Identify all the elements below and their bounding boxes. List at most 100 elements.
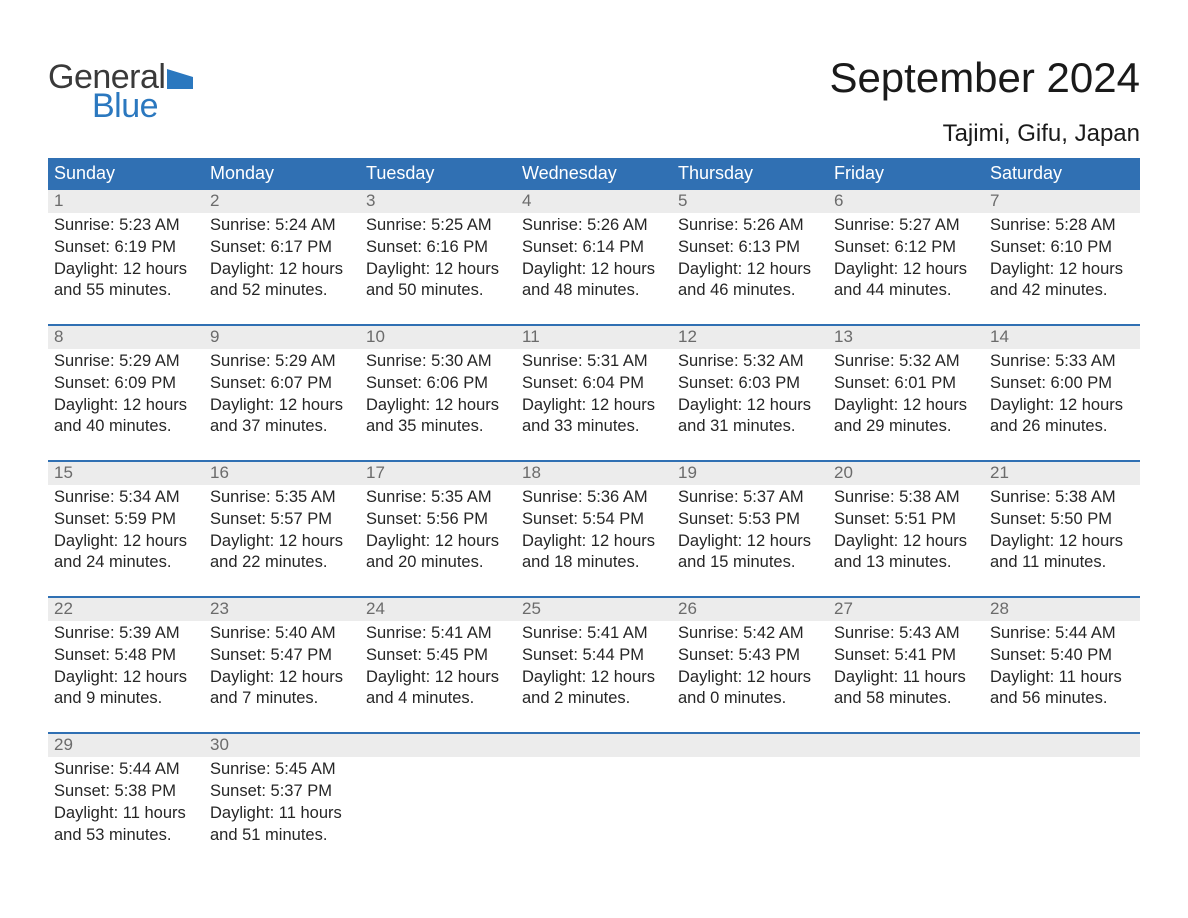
day-number: 5 — [678, 191, 687, 210]
daylight-line-1: Daylight: 12 hours — [522, 667, 666, 689]
day-number: 16 — [210, 463, 229, 482]
location: Tajimi, Gifu, Japan — [829, 120, 1140, 148]
day-number-row: 2 — [204, 190, 360, 213]
weekday-friday: Friday — [828, 158, 984, 190]
day-number-row: 15 — [48, 460, 204, 485]
day-body: Sunrise: 5:41 AMSunset: 5:44 PMDaylight:… — [516, 621, 672, 714]
day-cell: 9Sunrise: 5:29 AMSunset: 6:07 PMDaylight… — [204, 324, 360, 442]
daylight-line-2: and 18 minutes. — [522, 552, 666, 574]
day-body: Sunrise: 5:42 AMSunset: 5:43 PMDaylight:… — [672, 621, 828, 714]
sunset-line: Sunset: 6:03 PM — [678, 373, 822, 395]
daylight-line-2: and 33 minutes. — [522, 416, 666, 438]
day-body: Sunrise: 5:35 AMSunset: 5:57 PMDaylight:… — [204, 485, 360, 578]
day-cell: 12Sunrise: 5:32 AMSunset: 6:03 PMDayligh… — [672, 324, 828, 442]
day-cell: 16 Sunrise: 5:35 AMSunset: 5:57 PMDayligh… — [204, 460, 360, 578]
daylight-line-2: and 9 minutes. — [54, 688, 198, 710]
sunset-line: Sunset: 6:17 PM — [210, 237, 354, 259]
day-number-row: 9 — [204, 324, 360, 349]
sunrise-line: Sunrise: 5:39 AM — [54, 623, 198, 645]
daylight-line-2: and 44 minutes. — [834, 280, 978, 302]
daylight-line-2: and 15 minutes. — [678, 552, 822, 574]
day-cell: 7Sunrise: 5:28 AMSunset: 6:10 PMDaylight… — [984, 190, 1140, 306]
day-body: Sunrise: 5:30 AMSunset: 6:06 PMDaylight:… — [360, 349, 516, 442]
day-body: Sunrise: 5:39 AMSunset: 5:48 PMDaylight:… — [48, 621, 204, 714]
day-cell: 18Sunrise: 5:36 AMSunset: 5:54 PMDayligh… — [516, 460, 672, 578]
day-number — [678, 735, 683, 754]
day-cell: 3Sunrise: 5:25 AMSunset: 6:16 PMDaylight… — [360, 190, 516, 306]
daylight-line-2: and 53 minutes. — [54, 825, 198, 847]
day-cell-empty — [672, 732, 828, 850]
flag-icon — [167, 69, 193, 89]
day-body: Sunrise: 5:41 AMSunset: 5:45 PMDaylight:… — [360, 621, 516, 714]
day-number: 17 — [366, 463, 385, 482]
daylight-line-2: and 52 minutes. — [210, 280, 354, 302]
day-number — [522, 735, 527, 754]
weekday-header-row: SundayMondayTuesdayWednesdayThursdayFrid… — [48, 158, 1140, 190]
day-cell: 17 Sunrise: 5:35 AMSunset: 5:56 PMDayligh… — [360, 460, 516, 578]
sunrise-line: Sunrise: 5:25 AM — [366, 215, 510, 237]
day-cell: 30Sunrise: 5:45 AMSunset: 5:37 PMDayligh… — [204, 732, 360, 850]
sunset-line: Sunset: 5:59 PM — [54, 509, 198, 531]
day-cell: 20Sunrise: 5:38 AMSunset: 5:51 PMDayligh… — [828, 460, 984, 578]
week-row: 8Sunrise: 5:29 AMSunset: 6:09 PMDaylight… — [48, 324, 1140, 442]
day-number: 18 — [522, 463, 541, 482]
day-number-row: 3 — [360, 190, 516, 213]
day-body: Sunrise: 5:35 AMSunset: 5:56 PMDaylight:… — [360, 485, 516, 578]
sunrise-line: Sunrise: 5:32 AM — [834, 351, 978, 373]
sunrise-line: Sunrise: 5:26 AM — [678, 215, 822, 237]
day-number-row: 6 — [828, 190, 984, 213]
sunrise-line: Sunrise: 5:24 AM — [210, 215, 354, 237]
day-number-row: 13 — [828, 324, 984, 349]
sunrise-line: Sunrise: 5:38 AM — [990, 487, 1134, 509]
day-cell: 19Sunrise: 5:37 AMSunset: 5:53 PMDayligh… — [672, 460, 828, 578]
day-body: Sunrise: 5:28 AMSunset: 6:10 PMDaylight:… — [984, 213, 1140, 306]
sunrise-line: Sunrise: 5:32 AM — [678, 351, 822, 373]
sunset-line: Sunset: 6:09 PM — [54, 373, 198, 395]
day-number: 23 — [210, 599, 229, 618]
sunset-line: Sunset: 6:19 PM — [54, 237, 198, 259]
day-number-row: 23 — [204, 596, 360, 621]
day-cell: 5Sunrise: 5:26 AMSunset: 6:13 PMDaylight… — [672, 190, 828, 306]
day-number: 15 — [54, 463, 73, 482]
daylight-line-2: and 35 minutes. — [366, 416, 510, 438]
day-number: 9 — [210, 327, 219, 346]
daylight-line-1: Daylight: 12 hours — [210, 395, 354, 417]
weekday-saturday: Saturday — [984, 158, 1140, 190]
daylight-line-1: Daylight: 12 hours — [54, 395, 198, 417]
day-number-row: 5 — [672, 190, 828, 213]
daylight-line-2: and 50 minutes. — [366, 280, 510, 302]
day-number: 24 — [366, 599, 385, 618]
sunrise-line: Sunrise: 5:33 AM — [990, 351, 1134, 373]
day-number-row: 12 — [672, 324, 828, 349]
sunrise-line: Sunrise: 5:36 AM — [522, 487, 666, 509]
day-number-row: 14 — [984, 324, 1140, 349]
day-number-row: 22 — [48, 596, 204, 621]
daylight-line-1: Daylight: 12 hours — [54, 259, 198, 281]
sunset-line: Sunset: 5:37 PM — [210, 781, 354, 803]
sunset-line: Sunset: 5:44 PM — [522, 645, 666, 667]
sunset-line: Sunset: 6:00 PM — [990, 373, 1134, 395]
day-body: Sunrise: 5:32 AMSunset: 6:03 PMDaylight:… — [672, 349, 828, 442]
daylight-line-2: and 2 minutes. — [522, 688, 666, 710]
day-number-row: 20 — [828, 460, 984, 485]
sunset-line: Sunset: 5:47 PM — [210, 645, 354, 667]
sunrise-line: Sunrise: 5:41 AM — [522, 623, 666, 645]
sunrise-line: Sunrise: 5:28 AM — [990, 215, 1134, 237]
weekday-sunday: Sunday — [48, 158, 204, 190]
sunset-line: Sunset: 5:40 PM — [990, 645, 1134, 667]
sunset-line: Sunset: 6:12 PM — [834, 237, 978, 259]
day-body: Sunrise: 5:33 AMSunset: 6:00 PMDaylight:… — [984, 349, 1140, 442]
title-block: September 2024 Tajimi, Gifu, Japan — [829, 40, 1140, 154]
sunset-line: Sunset: 5:57 PM — [210, 509, 354, 531]
day-body: Sunrise: 5:32 AMSunset: 6:01 PMDaylight:… — [828, 349, 984, 442]
daylight-line-2: and 26 minutes. — [990, 416, 1134, 438]
day-cell: 2Sunrise: 5:24 AMSunset: 6:17 PMDaylight… — [204, 190, 360, 306]
daylight-line-2: and 58 minutes. — [834, 688, 978, 710]
daylight-line-2: and 48 minutes. — [522, 280, 666, 302]
sunset-line: Sunset: 5:45 PM — [366, 645, 510, 667]
daylight-line-1: Daylight: 11 hours — [210, 803, 354, 825]
day-number-row: 17 — [360, 460, 516, 485]
day-body: Sunrise: 5:40 AMSunset: 5:47 PMDaylight:… — [204, 621, 360, 714]
day-number-row: 7 — [984, 190, 1140, 213]
daylight-line-1: Daylight: 12 hours — [366, 259, 510, 281]
